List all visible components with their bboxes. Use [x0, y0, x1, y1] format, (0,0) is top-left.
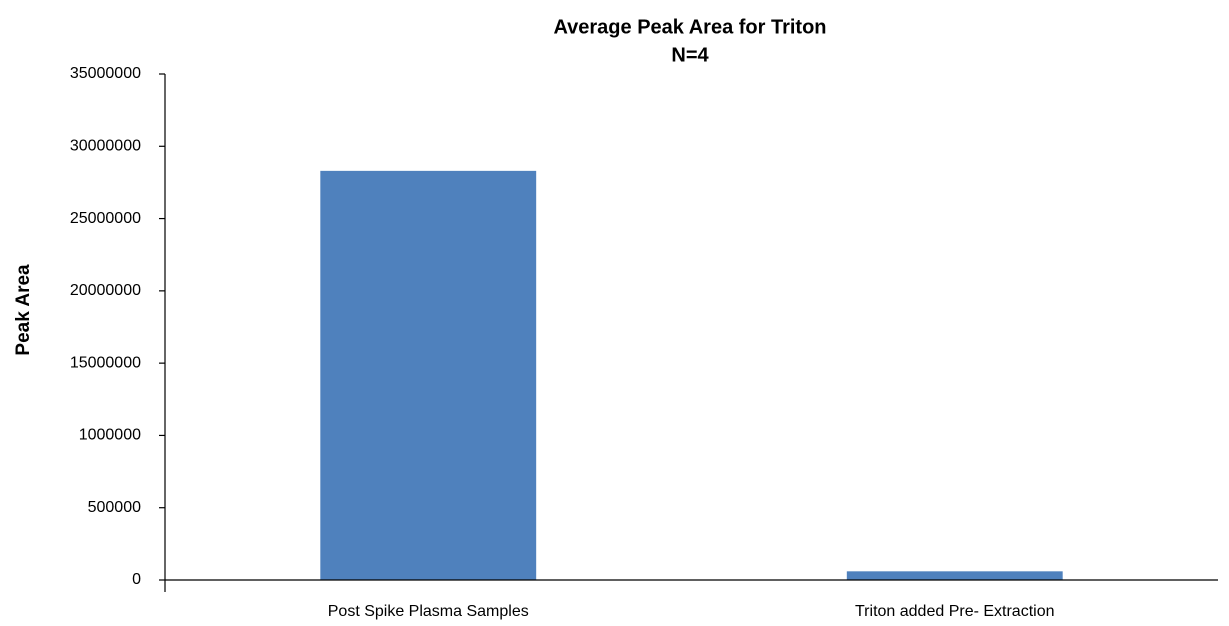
y-tick-label: 20000000 [70, 282, 141, 299]
y-tick-label: 30000000 [70, 138, 141, 155]
chart-title: Average Peak Area for Triton [553, 16, 826, 38]
y-tick-label: 1000000 [79, 427, 141, 444]
chart-subtitle: N=4 [671, 44, 709, 66]
y-tick-label: 35000000 [70, 65, 141, 82]
y-tick-label: 15000000 [70, 354, 141, 371]
y-tick-label: 25000000 [70, 210, 141, 227]
bar [320, 170, 537, 580]
x-tick-label: Triton added Pre- Extraction [855, 603, 1055, 620]
bar [846, 571, 1063, 580]
y-axis-label: Peak Area [13, 264, 34, 356]
y-tick-label: 0 [132, 571, 141, 588]
x-tick-label: Post Spike Plasma Samples [328, 603, 529, 620]
y-tick-label: 500000 [88, 499, 141, 516]
